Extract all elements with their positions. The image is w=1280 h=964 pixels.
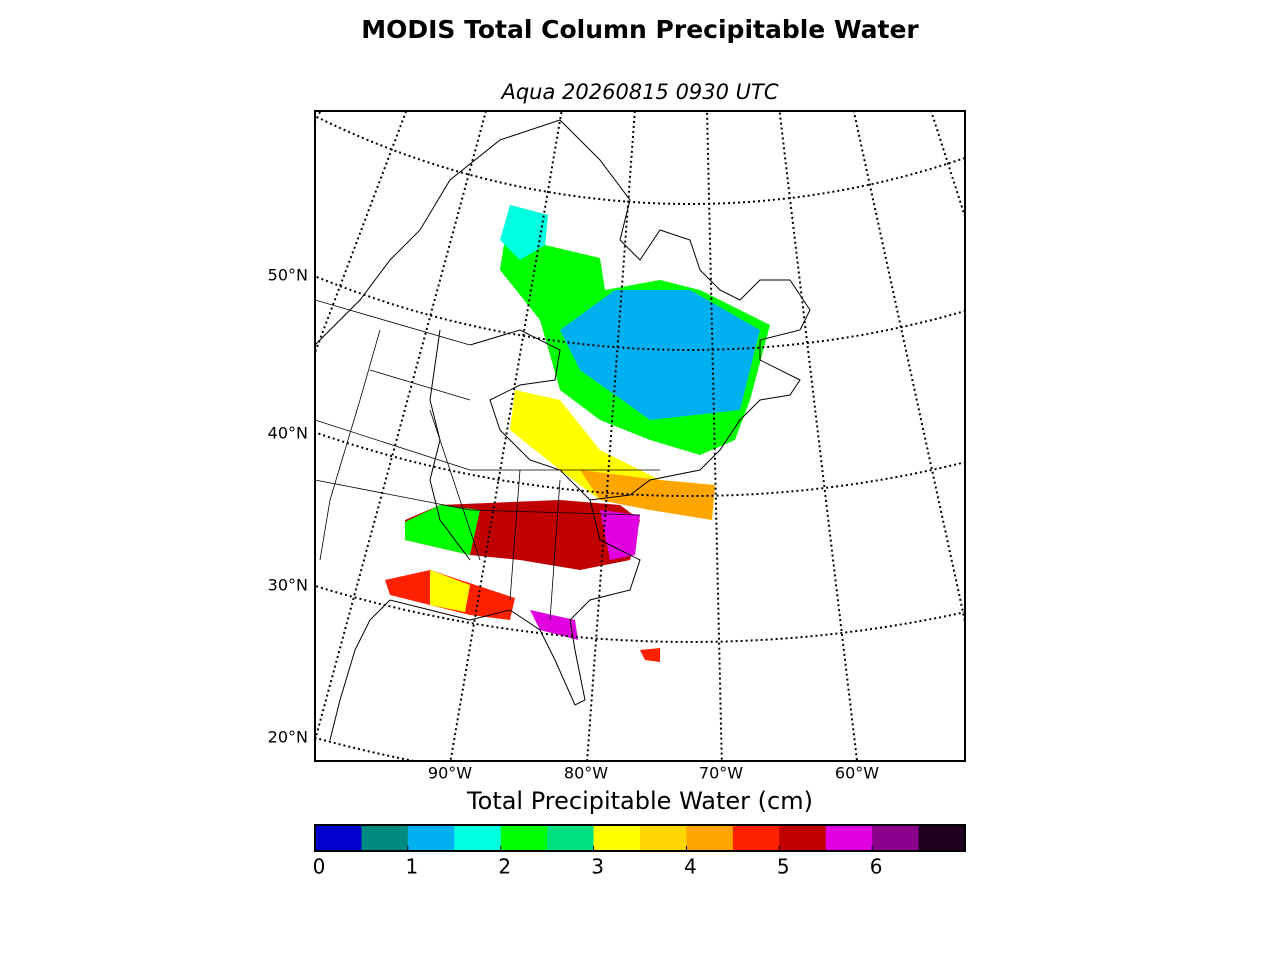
borders bbox=[315, 299, 660, 621]
meridian bbox=[930, 111, 965, 220]
map-frame bbox=[314, 110, 966, 762]
lon-label: 90°W bbox=[428, 764, 472, 783]
colorbar-tick-label: 2 bbox=[498, 855, 511, 879]
colorbar: 0 1 2 3 4 5 6 bbox=[313, 824, 966, 879]
colorbar-tick-label: 5 bbox=[777, 855, 790, 879]
lon-label: 80°W bbox=[564, 764, 608, 783]
lon-label: 70°W bbox=[699, 764, 743, 783]
colorbar-swatch bbox=[779, 825, 827, 851]
meridian bbox=[778, 111, 859, 761]
parallel bbox=[315, 736, 965, 761]
meridian bbox=[966, 1, 1280, 873]
colorbar-swatch bbox=[918, 825, 966, 851]
colorbar-frame bbox=[314, 824, 966, 852]
lat-label: 50°N bbox=[268, 266, 308, 285]
colorbar-swatch bbox=[872, 825, 920, 851]
colorbar-swatch bbox=[407, 825, 455, 851]
colorbar-swatch bbox=[825, 825, 873, 851]
colorbar-swatch bbox=[640, 825, 687, 851]
lat-label: 40°N bbox=[268, 424, 308, 443]
colorbar-swatch bbox=[732, 825, 780, 851]
colorbar-swatch bbox=[361, 825, 409, 851]
meridian bbox=[315, 111, 408, 356]
colorbar-swatch bbox=[454, 825, 502, 851]
meridian bbox=[1026, 0, 1280, 803]
colorbar-swatch bbox=[547, 825, 595, 851]
swath-region bbox=[405, 505, 480, 555]
swath bbox=[385, 205, 770, 662]
colorbar-label: Total Precipitable Water (cm) bbox=[466, 787, 813, 815]
title: MODIS Total Column Precipitable Water bbox=[361, 15, 919, 44]
colorbar-tick-label: 3 bbox=[591, 855, 604, 879]
colorbar-swatch bbox=[500, 825, 548, 851]
colorbar-tick-label: 4 bbox=[684, 855, 697, 879]
swath-region bbox=[640, 648, 660, 662]
lat-label: 30°N bbox=[268, 576, 308, 595]
colorbar-tick-label: 0 bbox=[313, 855, 326, 879]
colorbar-tick-label: 6 bbox=[870, 855, 883, 879]
lon-label: 60°W bbox=[835, 764, 879, 783]
lat-label: 20°N bbox=[268, 728, 308, 747]
meridian bbox=[852, 111, 965, 626]
colorbar-swatch bbox=[593, 825, 641, 851]
parallel bbox=[0, 699, 1280, 934]
colorbar-swatch bbox=[315, 825, 362, 851]
colorbar-tick-label: 1 bbox=[405, 855, 418, 879]
swath-region bbox=[600, 510, 640, 560]
meridian bbox=[0, 0, 323, 761]
colorbar-swatch bbox=[686, 825, 734, 851]
parallel bbox=[315, 114, 965, 206]
parallel bbox=[315, 584, 965, 644]
meridian bbox=[315, 111, 322, 125]
swath-region bbox=[430, 570, 470, 612]
swath-region bbox=[560, 290, 760, 420]
swath-region bbox=[500, 205, 548, 260]
swath-region bbox=[530, 610, 578, 640]
subtitle: Aqua 20260815 0930 UTC bbox=[499, 80, 778, 104]
